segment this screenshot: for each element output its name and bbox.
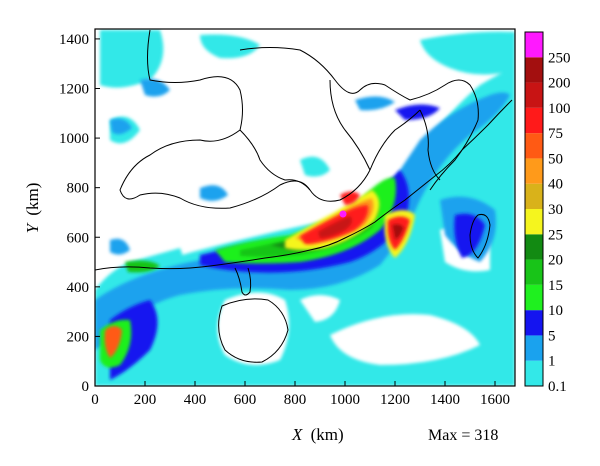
max-value-annotation: Max = 318	[428, 427, 498, 444]
colorbar-label: 250	[548, 50, 571, 66]
x-tick-label: 400	[184, 392, 207, 408]
x-tick-label: 800	[284, 392, 307, 408]
precipitation-field	[95, 30, 515, 386]
y-tick-label: 800	[67, 181, 90, 197]
colorbar-label: 50	[548, 151, 563, 167]
field-level-250	[339, 210, 347, 218]
y-tick-label: 200	[67, 329, 90, 345]
x-tick-label: 200	[134, 392, 157, 408]
colorbar-label: 40	[548, 177, 563, 193]
x-tick-label: 1400	[430, 392, 460, 408]
colorbar-swatch	[525, 259, 543, 285]
colorbar-swatch	[525, 183, 543, 209]
colorbar-label: 75	[548, 126, 563, 142]
colorbar-swatch	[525, 82, 543, 108]
colorbar-label: 25	[548, 227, 563, 243]
colorbar-swatch	[525, 335, 543, 361]
plot-frame	[94, 28, 516, 387]
boundary-lines	[95, 29, 513, 363]
y-tick-label: 0	[82, 379, 90, 395]
y-axis-variable: Y	[23, 222, 42, 233]
y-axis-ticks: 0 200 400 600 800 1000 1200 1400	[59, 32, 100, 395]
x-tick-label: 1000	[330, 392, 360, 408]
x-axis-unit: (km)	[311, 425, 344, 444]
y-tick-label: 600	[67, 230, 90, 246]
colorbar-label: 10	[548, 303, 563, 319]
y-axis-unit: (km)	[23, 183, 42, 216]
colorbar-label: 0.1	[548, 379, 567, 395]
colorbar-swatch	[525, 310, 543, 336]
x-tick-label: 600	[234, 392, 257, 408]
y-tick-label: 1000	[59, 131, 89, 147]
colorbar-label: 5	[548, 328, 556, 344]
colorbar-swatch	[525, 284, 543, 311]
colorbar-label: 200	[548, 76, 571, 92]
colorbar-label: 100	[548, 101, 571, 117]
x-axis-ticks: 0 200 400 600 800 1000 1200 1400 1600	[91, 381, 510, 408]
colorbar-swatch	[525, 158, 543, 184]
y-tick-label: 1400	[59, 32, 89, 48]
y-axis-title: Y (km)	[23, 183, 42, 234]
colorbar-label: 15	[548, 278, 563, 294]
colorbar-swatch	[525, 133, 543, 159]
colorbar-swatch	[525, 360, 543, 386]
colorbar-swatch	[525, 107, 543, 134]
colorbar-swatch	[525, 209, 543, 235]
colorbar-swatch	[525, 57, 543, 83]
colorbar-label: 1	[548, 354, 556, 370]
colorbar-frame	[524, 31, 544, 387]
y-tick-label: 400	[67, 280, 90, 296]
colorbar-label: 20	[548, 253, 563, 269]
colorbar-label: 30	[548, 202, 563, 218]
field-level-75-200	[300, 191, 410, 250]
x-tick-label: 1200	[380, 392, 410, 408]
colorbar-swatch	[525, 32, 543, 58]
x-axis-title: X (km)	[291, 425, 344, 444]
x-tick-label: 1600	[480, 392, 510, 408]
colorbar-swatch	[525, 234, 543, 260]
x-tick-label: 0	[91, 392, 99, 408]
y-tick-label: 1200	[59, 82, 89, 98]
x-axis-variable: X	[291, 425, 303, 444]
